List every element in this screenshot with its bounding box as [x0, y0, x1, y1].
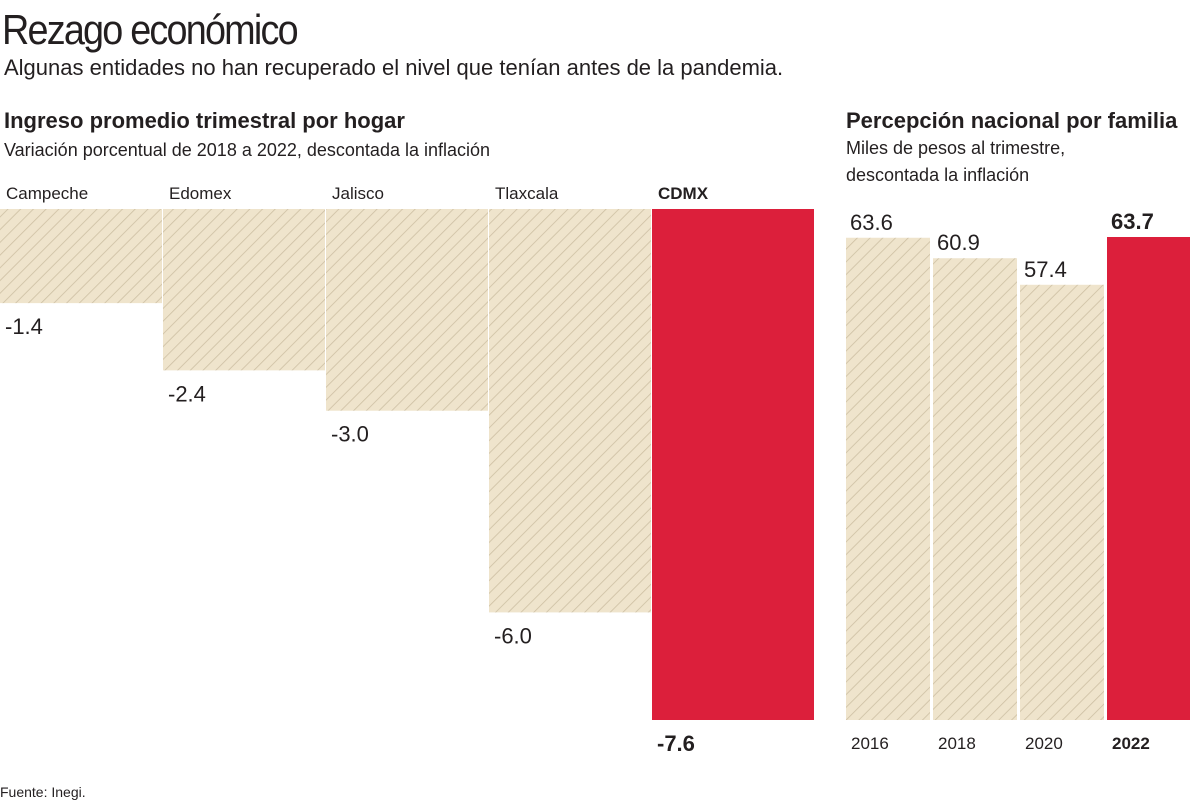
value-label-cdmx: -7.6 — [657, 731, 695, 756]
bar-2018 — [933, 258, 1017, 720]
right-panel-subtitle-line-2: descontada la inflación — [846, 165, 1030, 185]
right-panel-subtitle-line-1: Miles de pesos al trimestre, — [846, 138, 1066, 158]
left-panel-title: Ingreso promedio trimestral por hogar — [4, 108, 405, 133]
category-label-edomex: Edomex — [169, 184, 232, 203]
value-label-edomex: -2.4 — [168, 381, 206, 406]
left-panel-subtitle: Variación porcentual de 2018 a 2022, des… — [4, 140, 491, 160]
chart-title: Rezago económico — [2, 6, 299, 53]
bar-campeche — [0, 209, 162, 304]
category-label-jalisco: Jalisco — [332, 184, 384, 203]
value-label-2016: 63.6 — [850, 210, 893, 235]
bar-2016 — [846, 237, 930, 720]
national-income-chart: 63.6 2016 60.9 2018 57.4 2020 63.7 2022 — [846, 209, 1190, 753]
bar-2020 — [1020, 284, 1104, 720]
right-panel-title: Percepción nacional por familia — [846, 108, 1178, 133]
bar-tlaxcala — [489, 209, 651, 613]
value-label-campeche: -1.4 — [5, 314, 43, 339]
bar-2022 — [1107, 237, 1190, 720]
value-label-jalisco: -3.0 — [331, 422, 369, 447]
category-label-tlaxcala: Tlaxcala — [495, 184, 559, 203]
year-label-2022: 2022 — [1112, 734, 1150, 753]
category-label-campeche: Campeche — [6, 184, 88, 203]
right-panel-subtitle: Miles de pesos al trimestre, descontada … — [846, 135, 1065, 189]
value-label-2022: 63.7 — [1111, 209, 1154, 234]
year-label-2016: 2016 — [851, 734, 889, 753]
year-label-2018: 2018 — [938, 734, 976, 753]
bar-edomex — [163, 209, 325, 371]
value-label-2020: 57.4 — [1024, 257, 1067, 282]
bar-jalisco — [326, 209, 488, 411]
bar-cdmx — [652, 209, 814, 720]
category-label-cdmx: CDMX — [658, 184, 709, 203]
source-note: Fuente: Inegi. — [0, 784, 86, 800]
year-label-2020: 2020 — [1025, 734, 1063, 753]
value-label-tlaxcala: -6.0 — [494, 623, 532, 648]
chart-subtitle: Algunas entidades no han recuperado el n… — [4, 55, 784, 80]
income-variation-chart: Campeche -1.4 Edomex -2.4 Jalisco -3.0 Tlaxcal… — [0, 184, 814, 756]
value-label-2018: 60.9 — [937, 230, 980, 255]
